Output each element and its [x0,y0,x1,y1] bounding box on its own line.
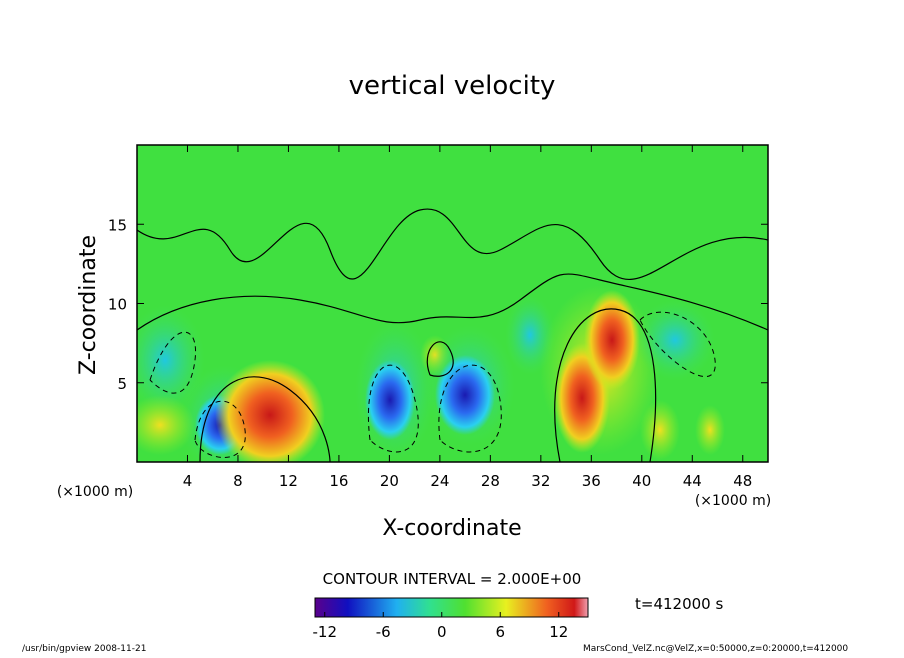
x-unit-label: (×1000 m) [57,484,133,500]
colorbar-tick-label: -12 [313,623,338,641]
x-tick-label: 12 [279,472,298,490]
x-tick-label: 44 [683,472,702,490]
x-tick-label: 20 [380,472,399,490]
y-tick-label: 5 [117,375,127,393]
x-tick-label: 40 [632,472,651,490]
contour-interval: CONTOUR INTERVAL = 2.000E+00 [323,570,582,588]
chart-title: vertical velocity [349,71,556,101]
colorbar-tick-label: 12 [549,623,568,641]
x-axis-label: X-coordinate [382,516,521,541]
y-axis-label: Z-coordinate [76,235,101,375]
colorbar-tick-label: 0 [437,623,447,641]
x-unit-label: (×1000 m) [695,493,771,509]
footer-left: /usr/bin/gpview 2008-11-21 [22,644,146,654]
y-tick-label: 15 [108,216,127,234]
x-tick-label: 24 [430,472,449,490]
contour-field [137,145,768,462]
y-tick-label: 10 [108,296,127,314]
x-tick-label: 36 [582,472,601,490]
colorbar [314,597,589,618]
x-tick-label: 32 [531,472,550,490]
colorbar-tick-label: 6 [495,623,505,641]
x-tick-label: 28 [481,472,500,490]
x-tick-label: 4 [183,472,193,490]
colorbar-tick-label: -6 [376,623,391,641]
x-tick-label: 8 [233,472,243,490]
x-tick-label: 16 [329,472,348,490]
time-label: t=412000 s [635,595,723,613]
x-tick-label: 48 [733,472,752,490]
footer-right: MarsCond_VelZ.nc@VelZ,x=0:50000,z=0:2000… [583,644,848,654]
